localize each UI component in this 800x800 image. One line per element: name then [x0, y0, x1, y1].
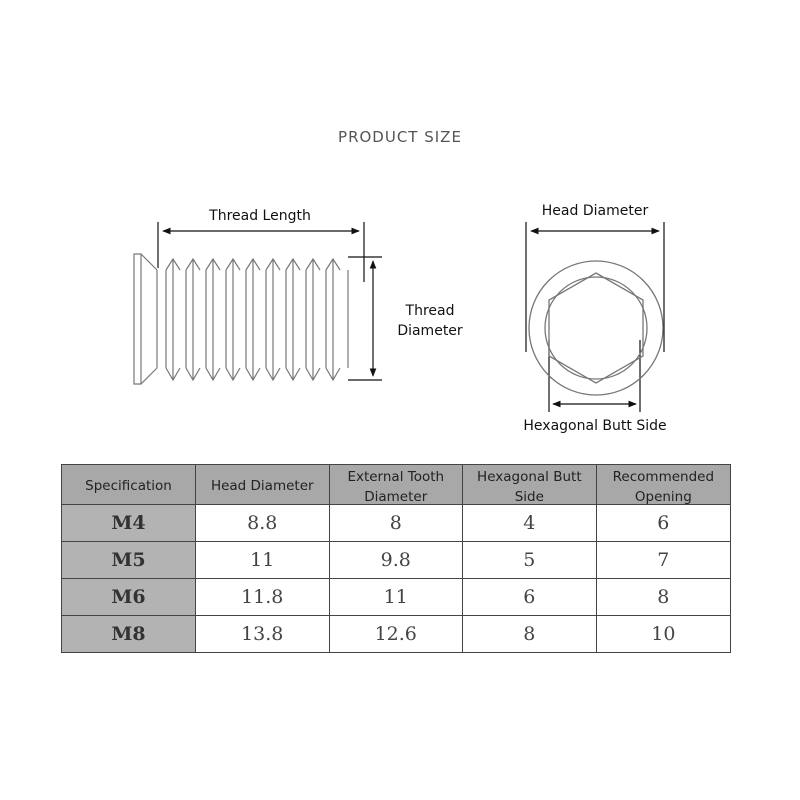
table-header-row: Specification Head Diameter External Too…: [61, 464, 732, 505]
head-diameter-label: Head Diameter: [541, 203, 649, 219]
value-cell: 12.6: [328, 615, 463, 653]
thread-tooth: [225, 257, 241, 382]
value-cell: 11: [328, 578, 463, 616]
thread-tooth: [305, 257, 321, 382]
screw-top-view: [528, 260, 664, 396]
spec-cell: M5: [61, 541, 196, 579]
thread-diameter-label-1: Thread: [405, 303, 455, 319]
value-cell: 13.8: [195, 615, 330, 653]
value-cell: 5: [462, 541, 597, 579]
value-cell: 10: [595, 615, 732, 653]
table-row: M4 8.8 8 4 6: [61, 504, 732, 542]
thread-tooth: [165, 257, 181, 382]
thread-tooth: [285, 257, 301, 382]
value-cell: 4: [462, 504, 597, 542]
dimension-drawing: [133, 222, 665, 412]
table-row: M5 11 9.8 5 7: [61, 541, 732, 579]
value-cell: 9.8: [328, 541, 463, 579]
thread-tooth: [325, 257, 341, 382]
header-cell: Recommended Opening: [612, 469, 715, 504]
value-cell: 6: [462, 578, 597, 616]
thread-tooth: [245, 257, 261, 382]
hex-butt-side-label: Hexagonal Butt Side: [523, 418, 667, 434]
thread-tooth: [185, 257, 201, 382]
value-cell: 11: [195, 541, 330, 579]
value-cell: 8.8: [195, 504, 330, 542]
spec-cell: M6: [61, 578, 196, 616]
spec-table: Specification Head Diameter External Too…: [61, 464, 732, 653]
header-cell: Head Diameter: [210, 477, 314, 494]
value-cell: 8: [595, 578, 732, 616]
value-cell: 7: [595, 541, 732, 579]
spec-cell: M8: [61, 615, 196, 653]
header-cell: Hexagonal Butt Side: [477, 469, 582, 504]
thread-length-label: Thread Length: [209, 208, 311, 224]
table-row: M6 11.8 11 6 8: [61, 578, 732, 616]
value-cell: 8: [328, 504, 463, 542]
value-cell: 8: [462, 615, 597, 653]
header-cell: External Tooth Diameter: [347, 469, 445, 504]
header-cell: Specification: [85, 477, 172, 494]
thread-diameter-label-2: Diameter: [397, 323, 463, 339]
thread-tooth: [265, 257, 281, 382]
table-row: M8 13.8 12.6 8 10: [61, 615, 732, 653]
value-cell: 11.8: [195, 578, 330, 616]
screw-side-view: [133, 253, 349, 385]
thread-tooth: [205, 257, 221, 382]
spec-cell: M4: [61, 504, 196, 542]
page-title: PRODUCT SIZE: [338, 128, 462, 146]
value-cell: 6: [595, 504, 732, 542]
